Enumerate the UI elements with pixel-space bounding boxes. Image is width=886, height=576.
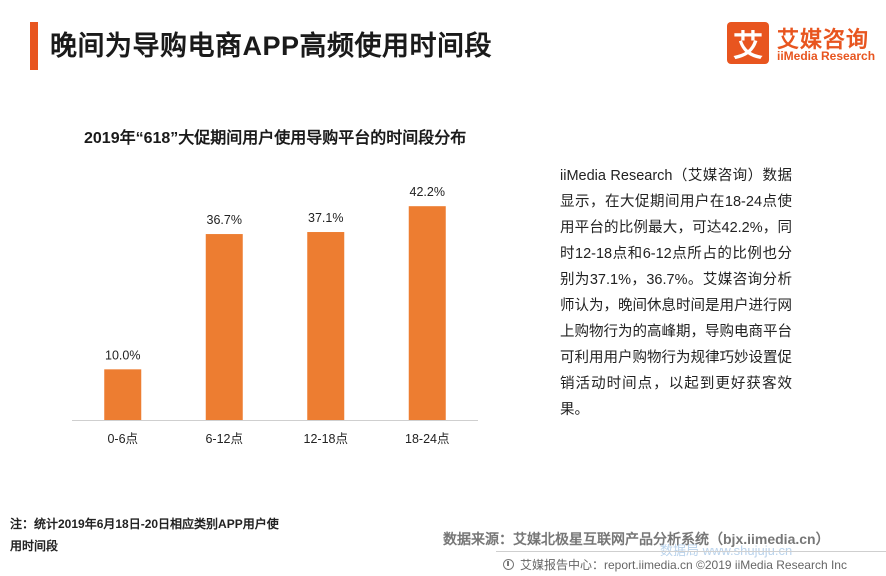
logo-text-cn: 艾媒咨询 xyxy=(777,27,870,52)
x-tick-label-1: 0-6点 xyxy=(107,432,138,446)
x-tick-label-3: 12-18点 xyxy=(304,432,348,446)
bar-value-label-1: 10.0% xyxy=(105,348,140,362)
bar-value-label-3: 37.1% xyxy=(308,211,343,225)
bar-value-label-2: 36.7% xyxy=(207,213,242,227)
bar-4 xyxy=(408,206,446,420)
footnote: 注：统计2019年6月18日-20日相应类别APP用户使用时间段 xyxy=(10,517,279,553)
bar-2 xyxy=(205,234,243,420)
bar-value-label-4: 42.2% xyxy=(410,185,445,199)
footer-divider xyxy=(496,551,886,552)
data-source: 数据来源：艾媒北极星互联网产品分析系统（bjx.iimedia.cn） xyxy=(443,531,830,547)
bar-1 xyxy=(104,369,142,420)
title-accent-bar xyxy=(30,22,38,70)
report-center-icon xyxy=(503,559,514,570)
x-tick-label-2: 6-12点 xyxy=(205,432,243,446)
logo-mark-icon: 艾 xyxy=(727,22,769,64)
watermark: 数据局 www.shujuju.cn xyxy=(660,543,793,558)
chart-title: 2019年“618”大促期间用户使用导购平台的时间段分布 xyxy=(84,130,467,147)
page-title: 晚间为导购电商APP高频使用时间段 xyxy=(50,31,493,61)
footer-text: 艾媒报告中心：report.iimedia.cn ©2019 iiMedia R… xyxy=(520,558,847,572)
brand-logo: 艾 艾媒咨询 iiMedia Research xyxy=(727,22,877,72)
bar-3 xyxy=(307,232,345,420)
logo-text-en: iiMedia Research xyxy=(777,49,876,63)
x-tick-label-4: 18-24点 xyxy=(405,432,449,446)
footer: 艾媒报告中心：report.iimedia.cn ©2019 iiMedia R… xyxy=(503,556,847,573)
description-text: iiMedia Research（艾媒咨询）数据显示，在大促期间用户在18-24… xyxy=(560,168,792,418)
